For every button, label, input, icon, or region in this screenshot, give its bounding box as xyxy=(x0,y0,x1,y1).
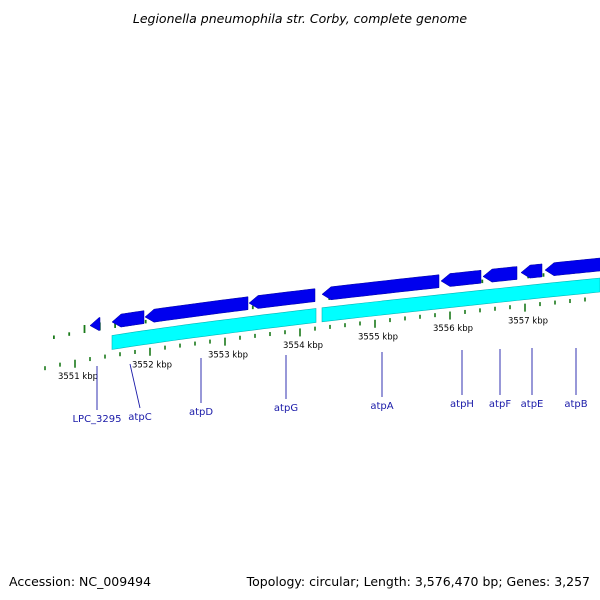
gene-label-atpC: atpC xyxy=(128,412,151,423)
accession-text: Accession: NC_009494 xyxy=(9,574,151,589)
kbp-label: 3555 kbp xyxy=(358,332,398,342)
reverse-cds xyxy=(321,277,600,323)
gene-label-atpE: atpE xyxy=(521,399,544,410)
gene-label-atpG: atpG xyxy=(274,403,298,414)
forward-cds xyxy=(544,257,600,276)
forward-cds xyxy=(144,296,249,323)
map-title: Legionella pneumophila str. Corby, compl… xyxy=(133,11,468,26)
gene-label-atpB: atpB xyxy=(564,399,587,410)
reverse-strand-track xyxy=(111,277,600,350)
forward-cds xyxy=(482,266,518,283)
kbp-ruler: 3551 kbp 3552 kbp 3553 kbp 3554 kbp 3555 kbp… xyxy=(44,297,586,382)
forward-cds xyxy=(440,269,482,287)
forward-cds xyxy=(520,263,543,279)
forward-strand-track xyxy=(90,258,600,331)
forward-cds xyxy=(111,310,145,328)
kbp-label: 3553 kbp xyxy=(208,350,248,360)
forward-cds xyxy=(89,317,101,331)
reverse-cds xyxy=(111,308,317,350)
genome-summary-text: Topology: circular; Length: 3,576,470 bp… xyxy=(246,574,590,589)
gene-label-LPC_3295: LPC_3295 xyxy=(72,414,121,425)
kbp-label: 3556 kbp xyxy=(433,324,473,334)
gene-leader-line xyxy=(129,363,141,409)
forward-cds xyxy=(321,274,440,301)
kbp-label: 3552 kbp xyxy=(132,361,172,371)
kbp-label: 3554 kbp xyxy=(283,341,323,351)
gene-label-atpH: atpH xyxy=(450,399,474,410)
kbp-label: 3551 kbp xyxy=(58,372,98,382)
forward-cds xyxy=(248,288,316,309)
gene-labels: LPC_3295 atpC atpD atpG atpA atpH atpF atpE atpB xyxy=(72,348,588,425)
gene-label-atpD: atpD xyxy=(189,407,213,418)
kbp-label: 3557 kbp xyxy=(508,316,548,326)
gene-label-atpA: atpA xyxy=(370,401,393,412)
gene-label-atpF: atpF xyxy=(489,399,511,410)
